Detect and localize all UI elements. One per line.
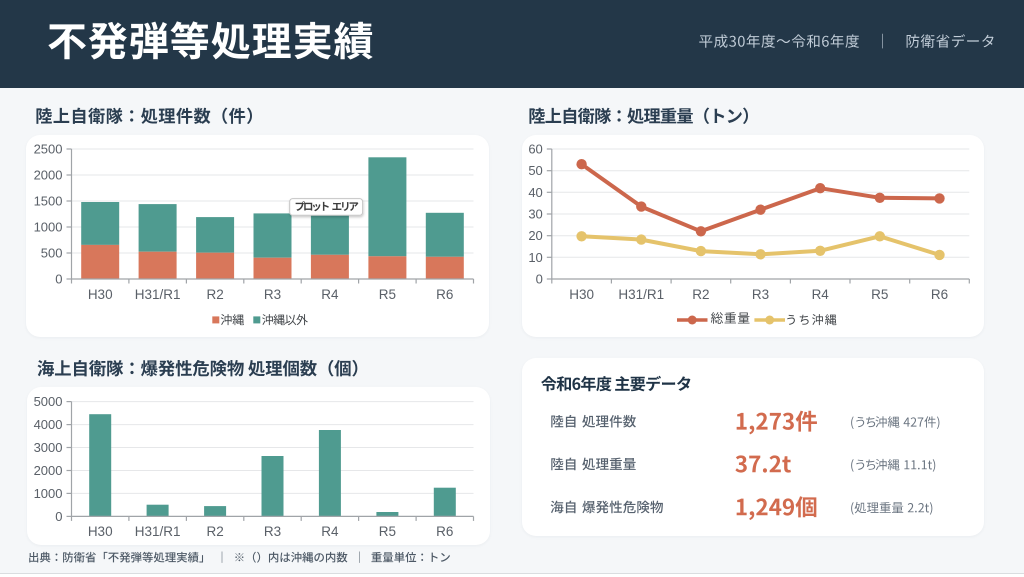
svg-text:H31/R1: H31/R1 [618, 287, 664, 302]
svg-text:R2: R2 [206, 287, 223, 302]
svg-text:R4: R4 [321, 287, 339, 302]
svg-text:1000: 1000 [34, 220, 63, 235]
svg-text:R6: R6 [436, 287, 453, 302]
svg-text:30: 30 [528, 207, 542, 222]
svg-text:0: 0 [536, 272, 543, 287]
svg-text:R6: R6 [436, 524, 453, 539]
svg-text:50: 50 [528, 163, 542, 178]
svg-text:R5: R5 [871, 287, 888, 302]
svg-text:2000: 2000 [34, 463, 63, 478]
svg-text:3000: 3000 [34, 440, 63, 455]
svg-text:H31/R1: H31/R1 [135, 287, 181, 302]
svg-text:R6: R6 [931, 287, 948, 302]
svg-text:R4: R4 [321, 524, 339, 539]
svg-text:40: 40 [528, 185, 542, 200]
svg-text:H30: H30 [569, 287, 594, 302]
svg-text:500: 500 [41, 246, 63, 261]
svg-text:H30: H30 [88, 524, 113, 539]
svg-text:5000: 5000 [34, 394, 63, 409]
svg-text:20: 20 [528, 228, 542, 243]
svg-text:0: 0 [55, 272, 62, 287]
svg-text:60: 60 [528, 142, 542, 157]
svg-text:R3: R3 [264, 287, 281, 302]
svg-text:R4: R4 [812, 287, 830, 302]
svg-text:1000: 1000 [34, 486, 63, 501]
svg-text:0: 0 [55, 509, 62, 524]
svg-text:R2: R2 [206, 524, 223, 539]
svg-text:H30: H30 [88, 287, 113, 302]
svg-text:1500: 1500 [34, 194, 63, 209]
svg-text:2500: 2500 [34, 142, 63, 157]
svg-text:R2: R2 [692, 287, 709, 302]
svg-text:R5: R5 [379, 287, 396, 302]
svg-text:4000: 4000 [34, 417, 63, 432]
svg-text:R3: R3 [752, 287, 769, 302]
svg-text:H31/R1: H31/R1 [135, 524, 181, 539]
svg-text:R5: R5 [379, 524, 396, 539]
svg-text:10: 10 [528, 250, 542, 265]
svg-text:R3: R3 [264, 524, 281, 539]
svg-text:2000: 2000 [34, 168, 63, 183]
